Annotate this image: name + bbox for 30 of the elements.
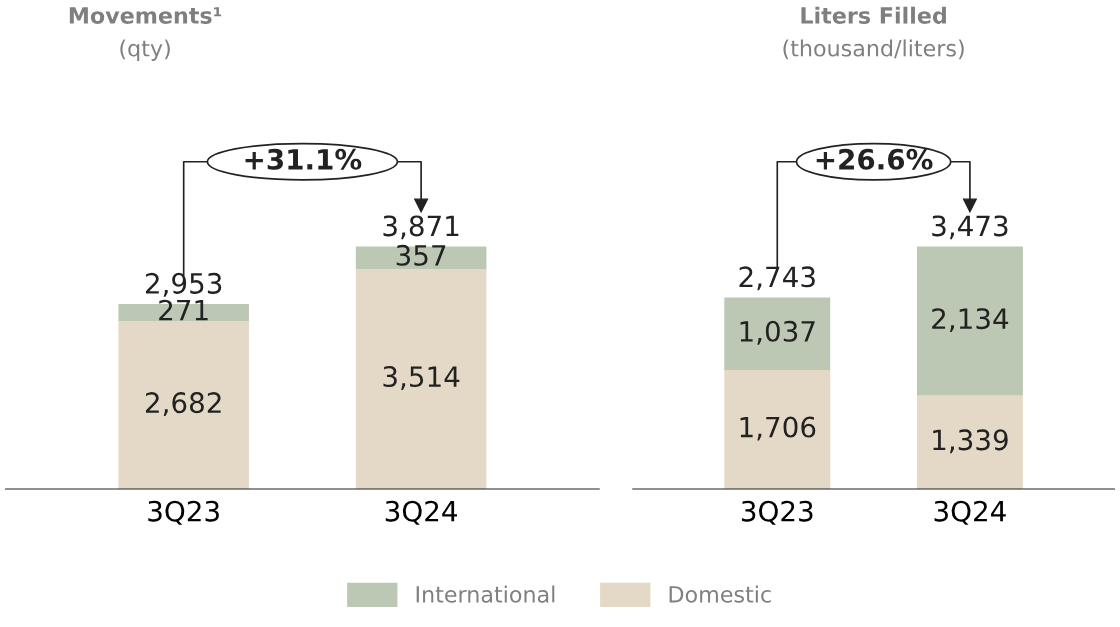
legend-label: Domestic xyxy=(669,585,771,603)
text: +31.1% xyxy=(245,148,362,170)
total-label: 3,871 xyxy=(383,215,459,240)
data-label: 2,134 xyxy=(932,308,1009,332)
x-tick-label: 3Q24 xyxy=(934,500,1006,525)
bar xyxy=(724,297,831,370)
bar xyxy=(916,395,1023,490)
x-tick-label: 3Q23 xyxy=(741,500,813,525)
data-label: 357 xyxy=(396,244,446,266)
bar xyxy=(916,246,1023,396)
data-label: 1,339 xyxy=(933,429,1008,454)
data-label: 3,514 xyxy=(383,366,460,390)
chart-subtitle: (qty) xyxy=(120,39,170,61)
chart-title: Liters Filled xyxy=(801,6,946,24)
text: +26.6% xyxy=(816,148,933,170)
data-label: 271 xyxy=(159,299,208,321)
x-tick-label: 3Q23 xyxy=(148,500,219,525)
total-label: 3,473 xyxy=(932,215,1008,240)
data-label: 1,037 xyxy=(740,320,815,345)
data-label: 2,682 xyxy=(145,392,221,416)
total-label: 2,743 xyxy=(739,266,815,291)
chart-subtitle: (thousand/liters) xyxy=(783,39,964,60)
x-tick-label: 3Q24 xyxy=(385,500,457,525)
total-label: 2,953 xyxy=(145,272,222,297)
bar xyxy=(724,369,831,490)
bar xyxy=(118,321,249,490)
bar xyxy=(355,268,487,490)
legend-label: International xyxy=(416,585,555,603)
data-label: 1,706 xyxy=(740,416,816,441)
chart-title: Movements¹ xyxy=(69,7,222,24)
